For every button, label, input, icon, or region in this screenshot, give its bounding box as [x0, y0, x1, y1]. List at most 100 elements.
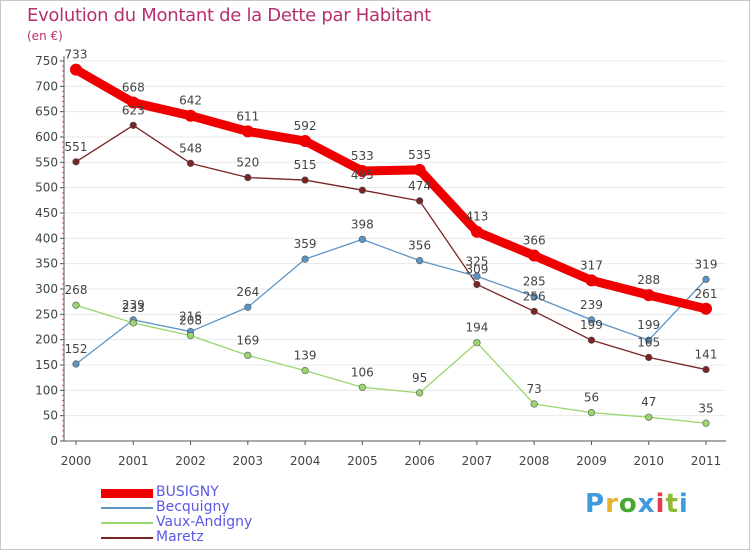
data-point — [587, 336, 596, 344]
data-point — [528, 249, 541, 262]
data-label: 325 — [465, 254, 488, 268]
data-point — [358, 383, 366, 391]
data-point — [416, 389, 424, 397]
data-label: 668 — [122, 81, 145, 95]
data-point — [530, 400, 538, 408]
x-tick-label: 2010 — [633, 454, 664, 468]
data-point — [129, 319, 137, 327]
data-point — [587, 409, 596, 417]
x-tick-label: 2006 — [404, 454, 435, 468]
data-label: 623 — [122, 103, 145, 117]
data-point — [702, 275, 710, 283]
data-label: 141 — [695, 348, 718, 362]
data-point — [470, 225, 483, 238]
data-label: 73 — [527, 382, 542, 396]
data-point — [186, 332, 195, 340]
series-line-maretz — [75, 124, 707, 371]
logo-letter: i — [678, 489, 689, 519]
y-tick-label: 0 — [50, 434, 58, 448]
data-label: 413 — [465, 210, 488, 224]
data-label: 194 — [465, 321, 488, 335]
unit-label: (en €) — [27, 29, 63, 43]
data-point — [530, 293, 538, 301]
data-label: 165 — [637, 335, 660, 349]
data-label: 106 — [351, 365, 374, 379]
data-label: 319 — [695, 257, 718, 271]
data-label: 47 — [641, 395, 656, 409]
data-point — [356, 164, 369, 177]
data-label: 95 — [412, 371, 427, 385]
data-label: 199 — [637, 318, 660, 332]
y-tick-label: 300 — [35, 282, 58, 296]
data-point — [700, 302, 712, 315]
proxiti-logo: Proxiti — [585, 489, 689, 519]
data-label: 398 — [351, 217, 374, 231]
data-label: 611 — [236, 109, 259, 123]
data-point — [72, 158, 80, 166]
data-point — [129, 121, 137, 129]
data-point — [702, 365, 710, 374]
data-label: 216 — [179, 310, 202, 324]
data-point — [301, 176, 309, 184]
data-point — [473, 280, 481, 289]
y-tick-label: 550 — [35, 155, 58, 169]
data-label: 366 — [523, 234, 546, 248]
data-point — [645, 353, 653, 362]
logo-letter: P — [585, 489, 606, 519]
data-point — [530, 307, 538, 315]
x-tick-label: 2000 — [61, 454, 92, 468]
x-tick-label: 2008 — [519, 454, 550, 468]
data-point — [301, 255, 309, 263]
data-label: 495 — [351, 168, 374, 182]
data-point — [358, 186, 366, 194]
data-label: 733 — [65, 48, 88, 62]
x-tick-label: 2003 — [233, 454, 264, 468]
legend-label: Becquigny — [156, 499, 230, 515]
data-point — [299, 135, 312, 148]
series-line-busigny — [71, 65, 711, 314]
y-tick-label: 100 — [35, 383, 58, 397]
data-point — [241, 125, 254, 138]
data-point — [587, 316, 596, 324]
data-label: 356 — [408, 239, 431, 253]
y-tick-label: 750 — [35, 54, 58, 68]
data-point — [358, 235, 366, 243]
data-label: 309 — [465, 262, 488, 276]
y-tick-label: 700 — [35, 79, 58, 93]
data-label: 533 — [351, 149, 374, 163]
data-point — [416, 197, 424, 205]
legend-label: Vaux-Andigny — [156, 514, 253, 530]
data-point — [645, 413, 653, 421]
data-label: 288 — [637, 273, 660, 287]
data-label: 139 — [294, 349, 317, 363]
data-label: 642 — [179, 94, 202, 108]
y-tick-label: 600 — [35, 130, 58, 144]
data-label: 520 — [236, 156, 259, 170]
data-label: 551 — [65, 140, 88, 154]
data-label: 264 — [236, 285, 259, 299]
legend-swatch — [101, 537, 153, 539]
data-point — [416, 257, 424, 265]
y-tick-label: 450 — [35, 206, 58, 220]
data-label: 56 — [584, 391, 599, 405]
data-label: 317 — [580, 258, 603, 272]
data-label: 285 — [523, 275, 546, 289]
y-tick-label: 150 — [35, 358, 58, 372]
data-point — [702, 419, 710, 427]
data-point — [301, 366, 309, 375]
x-tick-label: 2004 — [290, 454, 321, 468]
data-point — [642, 289, 655, 302]
y-tick-label: 50 — [43, 409, 58, 423]
data-label: 268 — [65, 283, 88, 297]
legend-swatch — [101, 507, 153, 509]
y-tick-label: 200 — [35, 333, 58, 347]
y-tick-label: 350 — [35, 257, 58, 271]
data-point — [186, 159, 195, 167]
logo-letter: i — [655, 489, 666, 519]
data-point — [70, 63, 82, 76]
x-tick-label: 2001 — [118, 454, 149, 468]
data-label: 359 — [294, 237, 317, 251]
data-label: 239 — [580, 298, 603, 312]
data-label: 199 — [580, 318, 603, 332]
